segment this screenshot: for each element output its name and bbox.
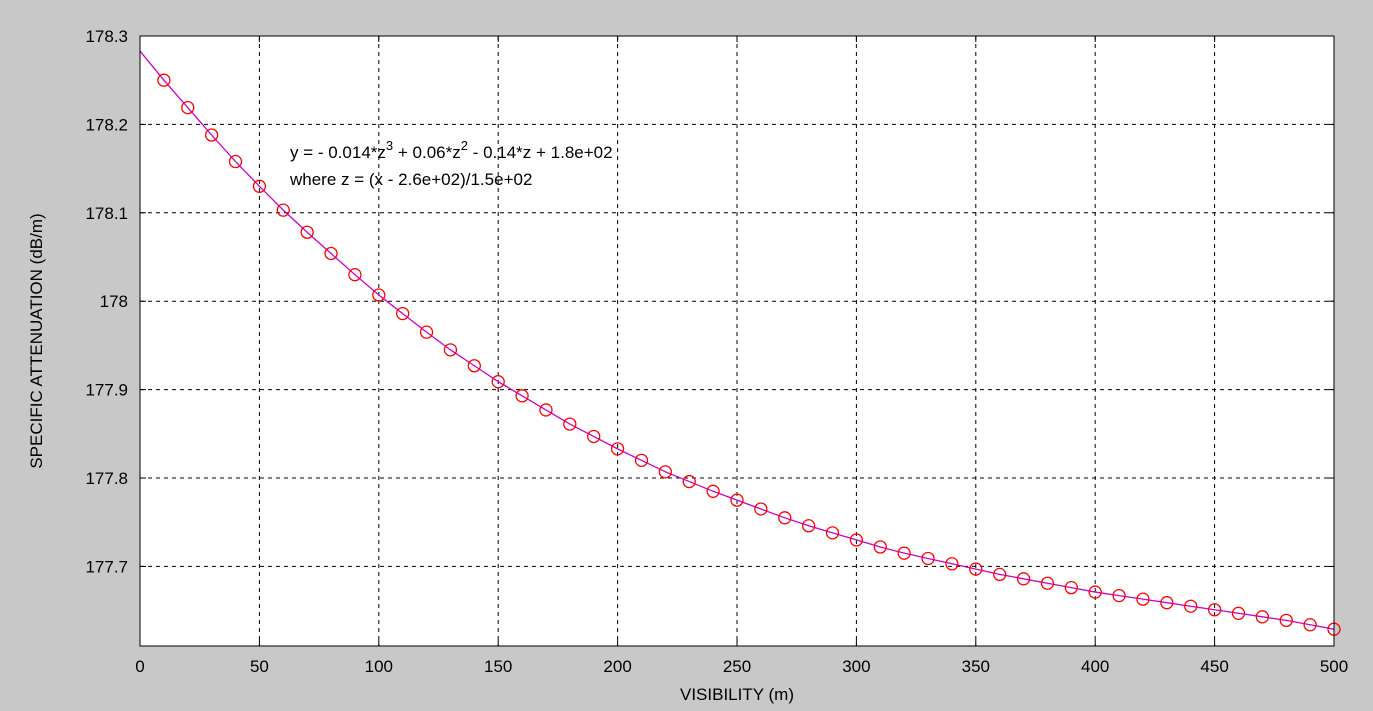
y-tick-label: 178.2	[85, 115, 128, 134]
x-tick-label: 350	[962, 657, 990, 676]
data-markers	[157, 73, 1341, 636]
x-tick-label: 200	[603, 657, 631, 676]
x-axis-label: VISIBILITY (m)	[680, 685, 794, 704]
y-tick-labels: 177.7 177.8 177.9 178 178.1 178.2 178.3	[85, 27, 128, 576]
fit-curve-line	[139, 50, 1335, 630]
x-tick-labels: 0 50 100 150 200 250 300 350 400 450 500	[135, 657, 1348, 676]
equation-exponent-3: 3	[386, 138, 393, 153]
data-point-marker	[634, 453, 649, 467]
data-point-marker	[921, 551, 935, 566]
data-point-marker	[610, 442, 625, 456]
x-tick-label: 450	[1200, 657, 1228, 676]
data-point-marker	[515, 389, 529, 403]
data-point-marker	[539, 403, 553, 417]
data-point-marker	[252, 179, 267, 193]
equation-prefix: y = - 0.014*z	[290, 143, 386, 162]
data-point-marker	[228, 154, 243, 169]
data-point-marker	[778, 511, 792, 525]
y-tick-label: 178.1	[85, 204, 128, 223]
data-point-marker	[1136, 592, 1150, 606]
y-tick-label: 177.8	[85, 469, 128, 488]
data-point-marker	[849, 533, 864, 547]
x-tick-label: 100	[365, 657, 393, 676]
data-point-marker	[969, 562, 983, 576]
data-point-marker	[1231, 606, 1246, 620]
data-point-marker	[563, 417, 577, 431]
data-point-marker	[993, 567, 1007, 582]
data-point-marker	[300, 225, 314, 239]
data-point-marker	[1064, 581, 1078, 595]
y-tick-label: 177.7	[85, 557, 128, 576]
data-point-marker	[419, 325, 434, 339]
x-tick-label: 50	[250, 657, 269, 676]
data-point-marker	[1207, 603, 1222, 617]
data-point-marker	[1184, 599, 1198, 613]
y-tick-label: 178.3	[85, 27, 128, 46]
x-tick-label: 300	[842, 657, 870, 676]
equation-line-2: where z = (x - 2.6e+02)/1.5e+02	[289, 170, 532, 189]
data-point-marker	[181, 100, 195, 115]
fit-curve	[139, 50, 1335, 630]
data-point-marker	[1160, 596, 1174, 610]
data-point-marker	[682, 474, 696, 489]
axis-ticks	[139, 35, 1335, 646]
data-point-marker	[324, 246, 338, 261]
data-point-marker	[801, 519, 816, 533]
data-point-marker	[1112, 588, 1126, 603]
equation-line-1: y = - 0.014*z3 + 0.06*z2 - 0.14*z + 1.8e…	[290, 138, 613, 162]
equation-exponent-2: 2	[461, 138, 468, 153]
x-tick-label: 150	[484, 657, 512, 676]
y-axis-label: SPECIFIC ATTENUATION (dB/m)	[27, 213, 46, 468]
equation-mid: + 0.06*z	[393, 143, 461, 162]
grid-lines	[140, 36, 1334, 646]
data-point-marker	[897, 546, 911, 560]
data-point-marker	[873, 540, 887, 554]
data-point-marker	[1255, 610, 1270, 624]
x-tick-label: 0	[135, 657, 144, 676]
fit-equation-annotation: y = - 0.014*z3 + 0.06*z2 - 0.14*z + 1.8e…	[289, 138, 613, 189]
data-point-marker	[348, 268, 362, 282]
data-point-marker	[730, 493, 744, 507]
data-point-marker	[204, 128, 219, 142]
data-point-marker	[706, 484, 720, 498]
equation-suffix: - 0.14*z + 1.8e+02	[468, 143, 613, 162]
data-point-marker	[467, 359, 481, 373]
y-tick-label: 178	[100, 292, 128, 311]
data-point-marker	[157, 73, 171, 87]
data-point-marker	[825, 526, 840, 540]
x-tick-label: 500	[1320, 657, 1348, 676]
data-point-marker	[587, 429, 601, 444]
data-point-marker	[754, 502, 768, 516]
data-point-marker	[1303, 618, 1317, 632]
data-point-marker	[491, 375, 505, 389]
y-tick-label: 177.9	[85, 381, 128, 400]
data-point-marker	[1016, 572, 1031, 586]
data-point-marker	[396, 306, 410, 321]
data-point-marker	[1279, 613, 1293, 628]
x-tick-label: 400	[1081, 657, 1109, 676]
data-point-marker	[658, 465, 673, 479]
data-point-marker	[276, 203, 290, 217]
x-tick-label: 250	[723, 657, 751, 676]
data-point-marker	[1040, 576, 1055, 590]
data-point-marker	[1088, 585, 1102, 599]
data-point-marker	[945, 557, 959, 571]
data-point-marker	[443, 343, 458, 357]
data-point-marker	[372, 288, 386, 302]
